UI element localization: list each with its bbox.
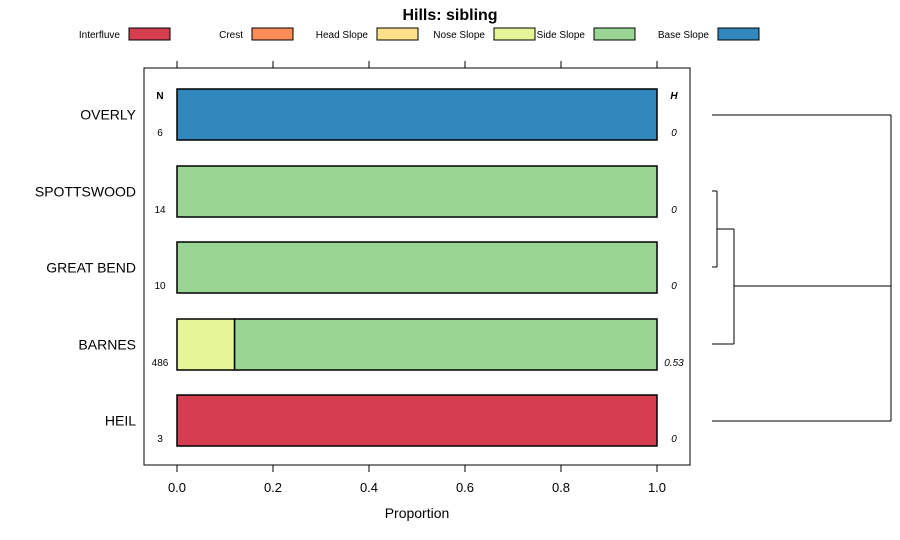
bar-great-bend-side-slope (176, 241, 658, 294)
x-tick-label: 1.0 (648, 480, 666, 495)
n-value-overly: 6 (157, 128, 163, 139)
h-value-heil: 0 (671, 434, 677, 445)
dendrogram (712, 114, 892, 422)
x-axis-label: Proportion (385, 505, 450, 521)
x-tick-label: 0.4 (360, 480, 378, 495)
legend-label-head-slope: Head Slope (316, 30, 369, 41)
bar-overly-base-slope (176, 88, 658, 141)
legend-label-crest: Crest (219, 30, 243, 41)
bar-rows: OVERLY 6 0 SPOTTSWOOD 14 0 GREAT BEND 10 0 BARNES… (35, 88, 684, 447)
legend-swatch-interfluve (128, 27, 171, 41)
chart-title: Hills: sibling (402, 7, 497, 24)
x-tick-label: 0.8 (552, 480, 570, 495)
h-header: H (670, 91, 678, 102)
legend-swatch-crest (251, 27, 294, 41)
legend-swatch-nose-slope (493, 27, 536, 41)
plot-frame (143, 67, 691, 466)
category-label-heil: HEIL (105, 413, 136, 429)
h-value-overly: 0 (671, 128, 677, 139)
n-value-heil: 3 (157, 434, 163, 445)
x-axis: 0.0 0.2 0.4 0.6 0.8 1.0 (168, 61, 666, 495)
x-tick-label: 0.2 (264, 480, 282, 495)
h-value-great-bend: 0 (671, 281, 677, 292)
category-label-barnes: BARNES (78, 337, 136, 353)
bar-heil-interfluve (176, 394, 658, 447)
legend-swatch-head-slope (376, 27, 419, 41)
x-tick-label: 0.6 (456, 480, 474, 495)
legend-swatch-base-slope (717, 27, 760, 41)
category-label-great-bend: GREAT BEND (46, 260, 136, 276)
h-value-spottswood: 0 (671, 205, 677, 216)
legend-label-interfluve: Interfluve (79, 30, 121, 41)
bar-barnes-side-slope (233, 318, 658, 371)
bar-spottswood-side-slope (176, 165, 658, 218)
legend: Interfluve Crest Head Slope Nose Slope Side … (79, 27, 760, 41)
category-label-overly: OVERLY (80, 107, 136, 123)
category-label-spottswood: SPOTTSWOOD (35, 184, 136, 200)
x-tick-label: 0.0 (168, 480, 186, 495)
legend-label-side-slope: Side Slope (537, 30, 586, 41)
n-value-spottswood: 14 (154, 205, 166, 216)
legend-label-nose-slope: Nose Slope (433, 30, 485, 41)
n-value-great-bend: 10 (154, 281, 166, 292)
bar-barnes-nose-slope (176, 318, 236, 371)
n-value-barnes: 486 (152, 358, 169, 369)
legend-label-base-slope: Base Slope (658, 30, 710, 41)
h-value-barnes: 0.53 (664, 358, 684, 369)
n-header: N (156, 91, 163, 102)
legend-swatch-side-slope (593, 27, 636, 41)
